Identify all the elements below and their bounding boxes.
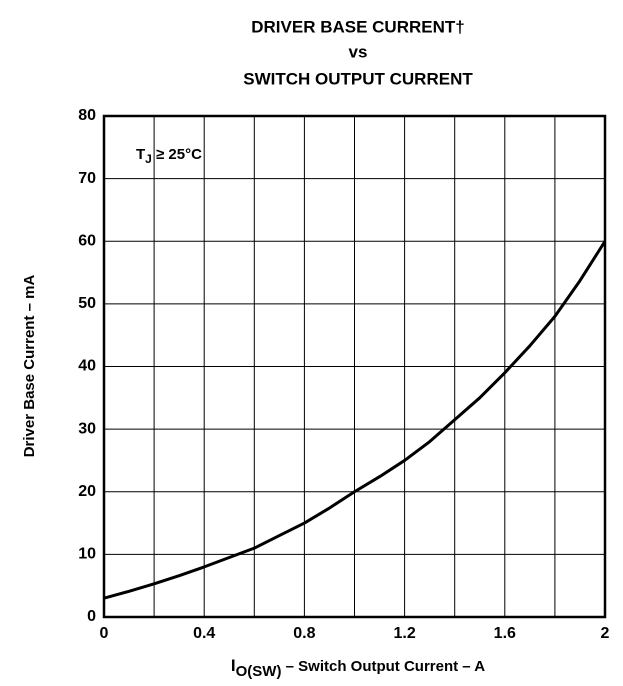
y-tick-label: 60 bbox=[78, 232, 96, 249]
x-label-suffix: – Switch Output Current – A bbox=[281, 658, 485, 675]
x-label-text: I bbox=[231, 656, 236, 675]
x-label-subscript: O(SW) bbox=[236, 663, 282, 680]
y-tick-label: 10 bbox=[78, 546, 96, 563]
annotation: TJ ≥ 25°C bbox=[136, 146, 202, 166]
y-tick-label: 20 bbox=[78, 483, 96, 500]
y-tick-label: 70 bbox=[78, 170, 96, 187]
y-tick-label: 80 bbox=[78, 107, 96, 124]
y-axis-label: Driver Base Current – mA bbox=[21, 275, 38, 458]
x-tick-label: 2 bbox=[601, 625, 610, 642]
x-tick-label: 0.8 bbox=[293, 625, 315, 642]
chart-title: SWITCH OUTPUT CURRENT bbox=[243, 69, 473, 88]
annotation-suffix: ≥ 25°C bbox=[152, 146, 202, 163]
chart-title: DRIVER BASE CURRENT† bbox=[251, 17, 464, 36]
annotation-text: T bbox=[136, 146, 145, 163]
x-axis-label: IO(SW) – Switch Output Current – A bbox=[231, 656, 485, 679]
y-tick-label: 30 bbox=[78, 420, 96, 437]
plot-frame bbox=[102, 114, 607, 619]
x-tick-label: 0.4 bbox=[193, 625, 215, 642]
line-series bbox=[103, 240, 607, 600]
y-tick-label: 0 bbox=[87, 608, 96, 625]
annotation-subscript: J bbox=[145, 152, 152, 166]
chart-title: vs bbox=[349, 42, 368, 61]
x-tick-label: 1.6 bbox=[494, 625, 516, 642]
y-tick-label: 40 bbox=[78, 358, 96, 375]
x-tick-label: 0 bbox=[100, 625, 109, 642]
y-tick-label: 50 bbox=[78, 295, 96, 312]
x-tick-label: 1.2 bbox=[393, 625, 415, 642]
